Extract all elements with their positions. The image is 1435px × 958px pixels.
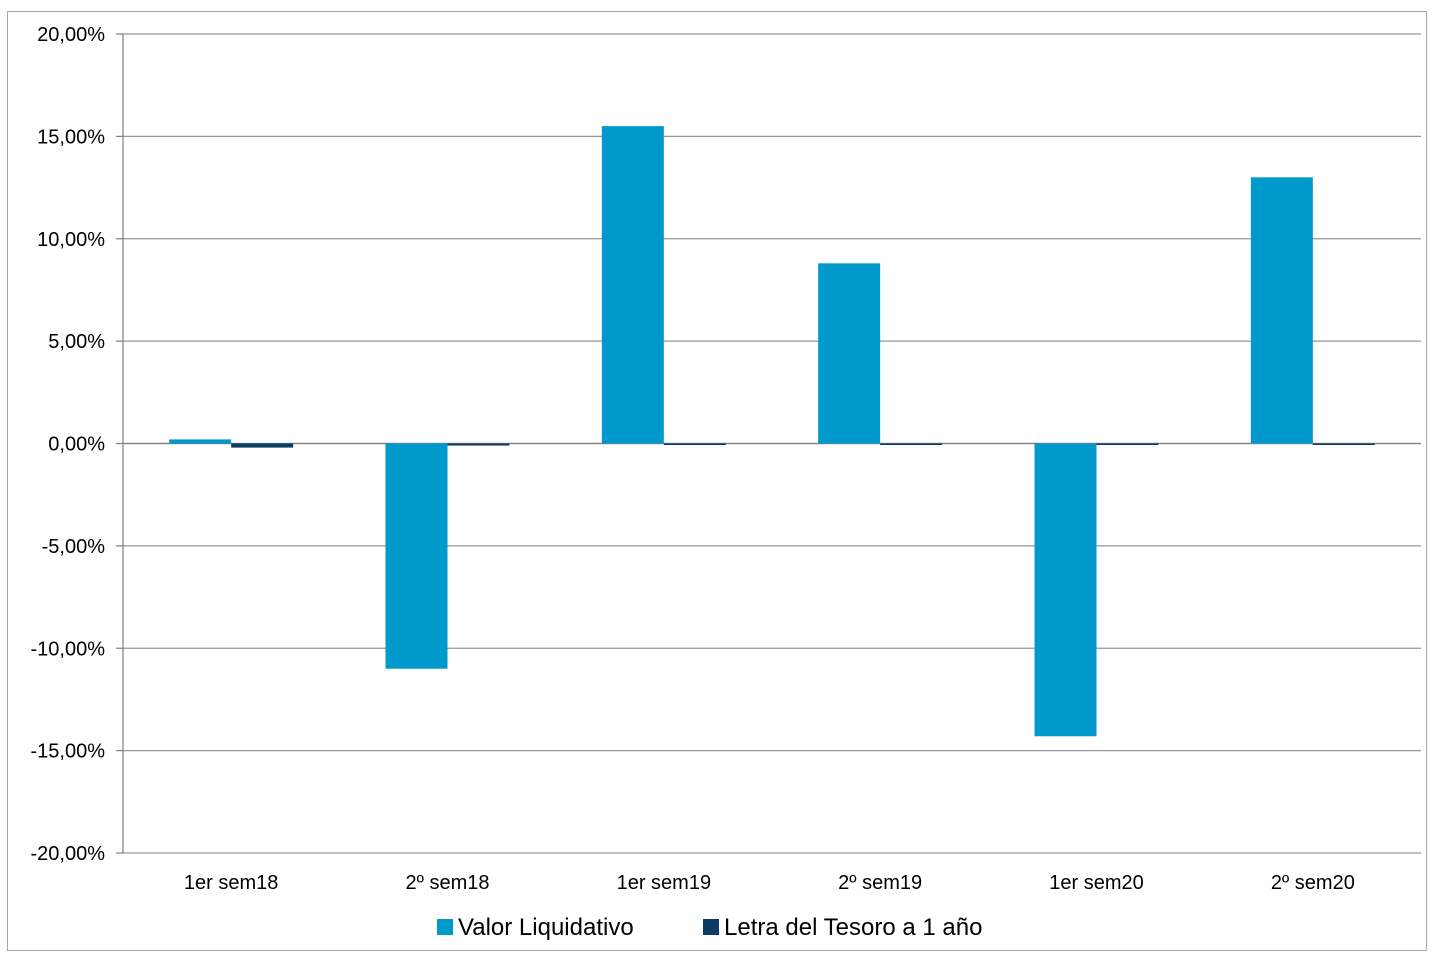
- x-tick-label: 2º sem18: [405, 872, 489, 894]
- y-tick-label: 5,00%: [48, 331, 105, 353]
- y-tick-label: 0,00%: [48, 434, 105, 456]
- bar-series-2: [663, 443, 726, 445]
- legend-swatch-2: [703, 919, 719, 935]
- x-tick-label: 1er sem19: [617, 872, 712, 894]
- bar-series-1: [818, 263, 881, 444]
- y-tick-label: 20,00%: [37, 24, 105, 46]
- y-tick-label: 15,00%: [37, 126, 105, 148]
- y-tick-label: -15,00%: [31, 741, 106, 763]
- bar-series-1: [1250, 177, 1313, 444]
- y-tick-label: -5,00%: [42, 536, 106, 558]
- x-tick-label: 2º sem20: [1271, 872, 1355, 894]
- axes: [116, 33, 1421, 854]
- bar-series-2: [447, 443, 510, 446]
- x-axis-tick-labels: 1er sem18 2º sem18 1er sem19 2º sem19 1er se…: [184, 872, 1355, 894]
- bar-series-1: [169, 439, 232, 444]
- legend-label-1: Valor Liquidativo: [458, 914, 634, 941]
- bar-series-2: [1096, 443, 1159, 445]
- bar-series-1: [601, 126, 664, 444]
- y-tick-label: -10,00%: [31, 638, 106, 660]
- y-axis-tick-labels: 20,00% 15,00% 10,00% 5,00% 0,00% -5,00% -10,00…: [31, 24, 106, 865]
- x-tick-label: 1er sem18: [184, 872, 279, 894]
- chart-frame: [7, 11, 1427, 951]
- bar-series-1: [385, 443, 448, 669]
- legend-swatch-1: [437, 919, 453, 935]
- bar-series-2: [880, 443, 943, 445]
- bar-series-2: [231, 443, 294, 448]
- x-tick-label: 1er sem20: [1049, 872, 1144, 894]
- y-tick-label: 10,00%: [37, 229, 105, 251]
- legend: Valor Liquidativo Letra del Tesoro a 1 añ…: [437, 914, 982, 941]
- bar-series-1: [1034, 443, 1097, 737]
- bar-series-2: [1312, 443, 1375, 445]
- x-tick-label: 2º sem19: [838, 872, 922, 894]
- legend-label-2: Letra del Tesoro a 1 año: [724, 914, 982, 941]
- y-tick-label: -20,00%: [31, 843, 106, 865]
- bars: [169, 126, 1375, 737]
